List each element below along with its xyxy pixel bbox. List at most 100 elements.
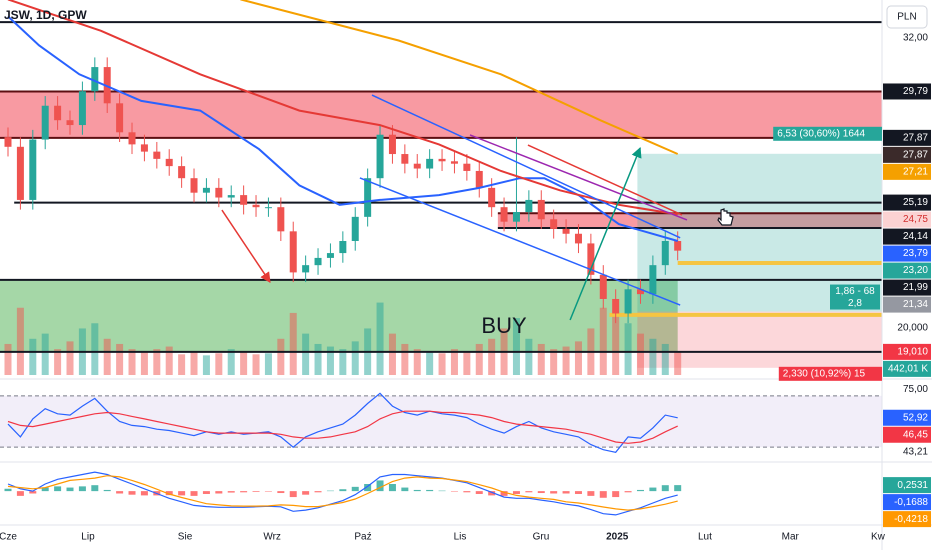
candle-body [190,178,198,193]
price-label-bg [883,245,931,262]
macd-histogram-bar [624,491,632,493]
price-label: 46,45 [903,429,928,440]
volume-bar [661,343,669,375]
macd-histogram-bar [376,480,384,492]
position-label: 2,8 [848,298,862,309]
volume-bar [178,354,186,375]
candle-body [537,199,545,220]
candle-body [264,207,272,209]
macd-histogram-bar [649,487,657,492]
price-label-bg [883,194,931,211]
candle-body [16,146,24,200]
arrow [221,209,271,283]
x-tick-label: Lis [454,532,467,543]
macd-histogram-bar [475,491,483,494]
price-label: 23,20 [903,265,928,276]
moving-average [7,15,678,242]
volume-bar [649,338,657,375]
macd-histogram-bar [178,491,186,496]
volume-bar [29,338,37,375]
macd-histogram-bar [401,487,409,492]
macd-histogram-bar [550,491,558,494]
price-label: 32,00 [903,33,928,44]
volume-bar [339,349,347,375]
candle-body [41,105,49,140]
volume-bar [438,353,446,375]
macd-line [7,475,678,511]
trendline [371,94,681,239]
candle-body [339,241,347,254]
price-label: 27,87 [903,132,928,143]
candle-body [54,105,62,121]
volume-bar [302,333,310,375]
price-label: 19,010 [897,347,928,358]
currency-box[interactable] [886,5,928,29]
volume-bar [475,343,483,375]
macd-histogram-bar [140,491,148,496]
candle-body [91,67,99,92]
currency[interactable]: PLN [897,12,916,23]
position-label: 2,330 (10,92%) 15 [783,368,866,379]
trendline [359,177,681,306]
volume-bar [376,302,384,375]
macd-histogram-bar [103,489,111,492]
candle-body [599,274,607,299]
volume-bar [512,318,520,375]
macd-histogram-bar [674,485,682,492]
volume-bar [128,349,136,375]
candle-body [450,161,458,164]
price-label: 0,2531 [897,480,928,491]
macd-histogram-bar [562,491,570,494]
candle-body [413,163,421,169]
macd-histogram-bar [612,491,620,498]
volume-bar [54,349,62,375]
candle-body [401,154,409,164]
candle-body [674,241,682,251]
volume-bar [612,312,620,375]
candle-body [252,204,260,208]
price-label: 21,34 [903,299,928,310]
price-label-bg [883,511,931,528]
macd-histogram-bar [252,491,260,492]
volume-bar [574,341,582,375]
volume-bar [426,351,434,375]
candle-body [240,195,248,205]
candle-body [388,134,396,155]
volume-bar [153,349,161,375]
x-tick-label: Sie [178,532,193,543]
price-label-bg [883,129,931,146]
candle-body [227,195,235,198]
price-label: 27,21 [903,166,928,177]
price-label: 20,000 [897,323,928,334]
price-label-bg [883,409,931,426]
price-label-bg [883,279,931,296]
annotation: BUY [481,313,527,338]
position-label-bg [778,366,882,381]
price-label-bg [883,83,931,100]
volume-bar [264,353,272,375]
macd-histogram-bar [500,491,508,496]
volume-bar [252,354,260,375]
candle-body [525,199,533,213]
candle-body [488,187,496,208]
candle-body [326,253,334,258]
price-label-bg [883,343,931,360]
macd-histogram-bar [78,486,86,492]
macd-histogram-bar [426,489,434,492]
price-label: -0,1688 [894,497,928,508]
macd-histogram-bar [388,484,396,492]
price-label: 24,75 [903,214,928,225]
volume-bar [227,349,235,375]
price-label-bg [883,296,931,313]
macd-line [7,471,678,516]
candle-body [302,265,310,273]
price-label: 29,79 [903,86,928,97]
position-label-bg [830,296,880,310]
candle-body [550,219,558,229]
zone [0,279,678,352]
macd-histogram-bar [587,491,595,496]
volume-bar [550,349,558,375]
macd-histogram-bar [636,489,644,492]
price-label-bg [883,228,931,245]
